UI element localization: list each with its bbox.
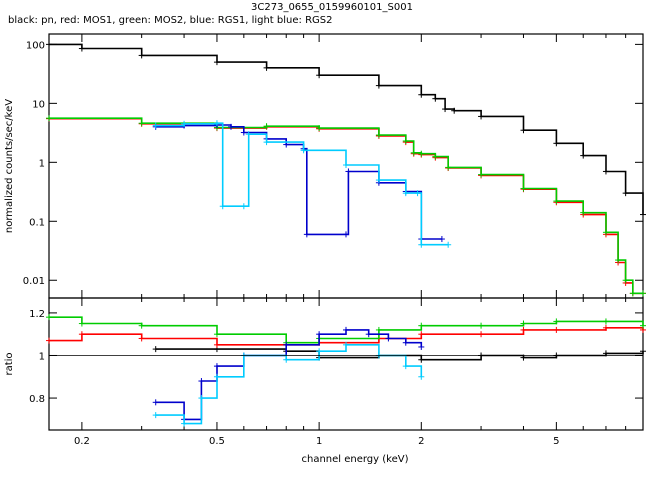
spectrum-y-tick-label: 1 (39, 158, 45, 169)
x-tick-label: 0.2 (74, 436, 90, 447)
spectrum-y-axis-label: normalized counts/sec/keV (4, 99, 15, 233)
ratio-y-tick-label: 1.2 (29, 309, 45, 320)
spectrum-y-tick-label: 0.01 (23, 276, 45, 287)
ratio-series-rgs2 (155, 344, 423, 425)
chart-title: 3C273_0655_0159960101_S001 (251, 2, 413, 13)
ratio-series-rgs1 (155, 329, 423, 421)
ratio-y-tick-label: 0.8 (29, 394, 45, 405)
spectrum-y-tick-label: 0.1 (29, 217, 45, 228)
x-tick-label: 0.5 (209, 436, 225, 447)
x-tick-label: 1 (316, 436, 322, 447)
ratio-y-axis-label: ratio (4, 352, 15, 375)
ratio-frame (48, 297, 644, 431)
spectrum-panel: 0.01 0.1 1 10 100 (23, 33, 646, 299)
x-tick-label: 2 (418, 436, 424, 447)
x-axis-label: channel energy (keV) (301, 454, 408, 465)
spectrum-y-tick-label: 10 (32, 99, 45, 110)
ratio-series-pn (155, 348, 644, 361)
spectrum-y-tick-label: 100 (26, 40, 45, 51)
ratio-y-tick-label: 1 (39, 351, 45, 362)
chart-legend-subtitle: black: pn, red: MOS1, green: MOS2, blue:… (8, 15, 332, 26)
spectrum-series-mos1 (49, 117, 643, 295)
x-tick-label: 5 (553, 436, 559, 447)
spectrum-series-mos2 (49, 117, 643, 295)
ratio-panel: 0.2 0.5 1 2 5 0.8 1 1.2 (29, 297, 646, 447)
